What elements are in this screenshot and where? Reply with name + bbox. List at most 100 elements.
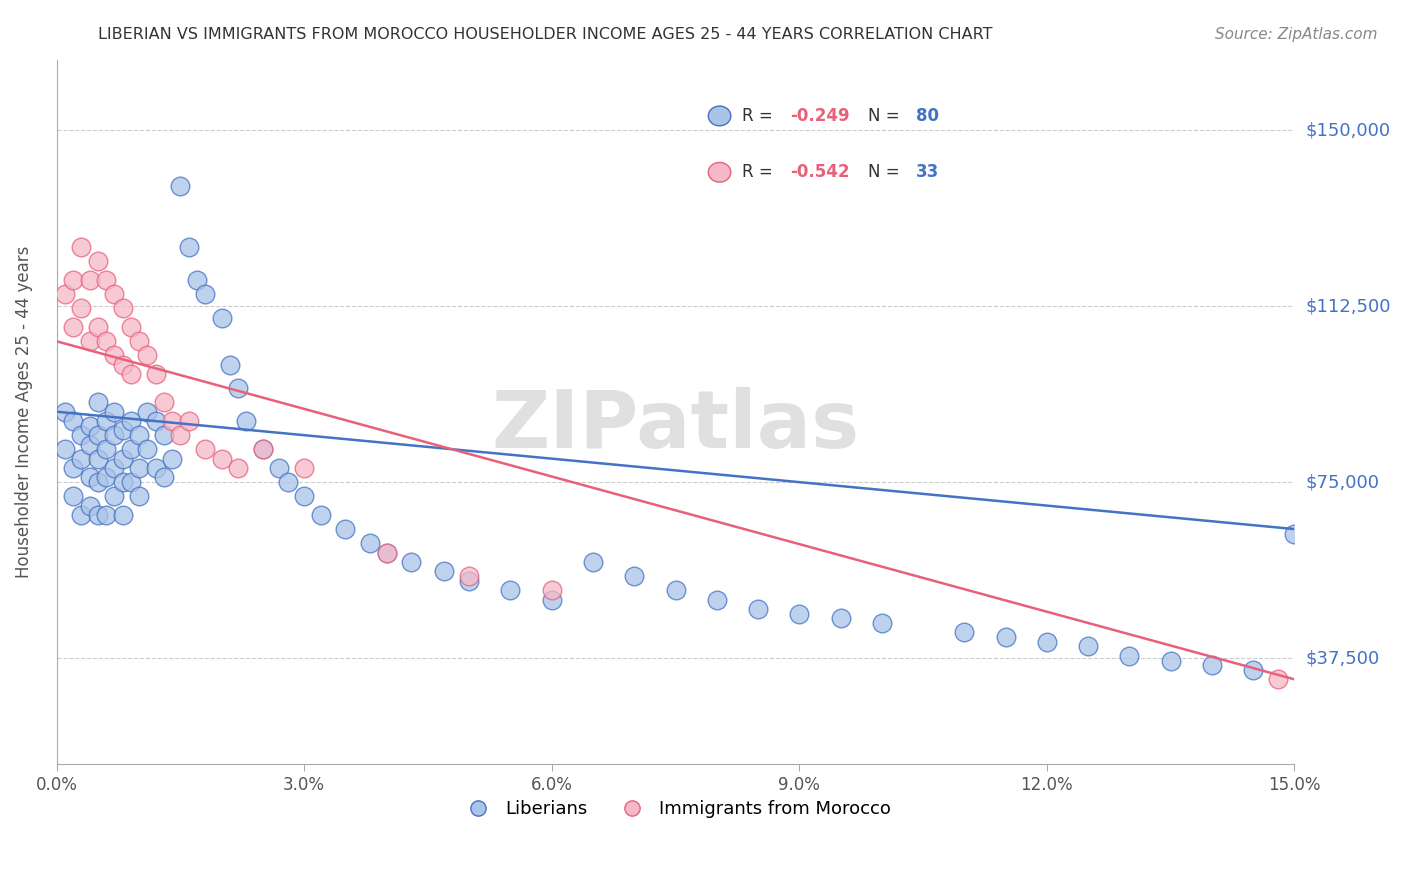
Point <box>87 451 110 466</box>
Point <box>747 602 769 616</box>
Point <box>128 489 150 503</box>
Point <box>103 348 125 362</box>
Point <box>79 470 101 484</box>
Point <box>62 489 84 503</box>
Text: ZIPatlas: ZIPatlas <box>491 387 859 465</box>
Point <box>145 414 167 428</box>
Point <box>111 475 134 490</box>
Point <box>111 301 134 316</box>
Point <box>211 310 233 325</box>
Point <box>128 461 150 475</box>
Point <box>111 508 134 522</box>
Point <box>401 555 423 569</box>
Point <box>70 451 93 466</box>
Text: $150,000: $150,000 <box>1306 121 1391 139</box>
Point <box>128 334 150 349</box>
Point <box>111 451 134 466</box>
Point <box>120 414 142 428</box>
Point <box>252 442 274 457</box>
Point <box>153 395 176 409</box>
Point <box>160 414 183 428</box>
Point <box>103 287 125 301</box>
Point <box>136 348 159 362</box>
Point <box>194 442 217 457</box>
Point <box>433 565 456 579</box>
Point <box>111 358 134 372</box>
Point <box>211 451 233 466</box>
Point <box>169 428 191 442</box>
Point <box>94 414 117 428</box>
Point <box>186 273 208 287</box>
Text: $112,500: $112,500 <box>1306 297 1391 315</box>
Point <box>62 461 84 475</box>
Point <box>87 254 110 268</box>
Point <box>292 461 315 475</box>
Point <box>375 545 398 559</box>
Point <box>1267 673 1289 687</box>
Point <box>292 489 315 503</box>
Point <box>62 273 84 287</box>
Point <box>540 583 562 598</box>
Point <box>499 583 522 598</box>
Point <box>79 273 101 287</box>
Point <box>1241 663 1264 677</box>
Point <box>1201 658 1223 673</box>
Point <box>153 470 176 484</box>
Point <box>62 320 84 334</box>
Point <box>269 461 291 475</box>
Point <box>120 367 142 381</box>
Point <box>94 470 117 484</box>
Point <box>62 414 84 428</box>
Point <box>458 574 481 588</box>
Point <box>136 405 159 419</box>
Point <box>153 428 176 442</box>
Point <box>994 630 1017 644</box>
Point <box>103 428 125 442</box>
Y-axis label: Householder Income Ages 25 - 44 years: Householder Income Ages 25 - 44 years <box>15 245 32 578</box>
Point <box>160 451 183 466</box>
Point <box>70 428 93 442</box>
Point <box>787 607 810 621</box>
Point <box>53 287 76 301</box>
Point <box>120 475 142 490</box>
Point <box>103 461 125 475</box>
Point <box>1036 634 1059 648</box>
Point <box>582 555 605 569</box>
Point <box>235 414 257 428</box>
Point <box>70 301 93 316</box>
Text: $75,000: $75,000 <box>1306 473 1379 491</box>
Point <box>226 381 249 395</box>
Point <box>103 405 125 419</box>
Point <box>145 461 167 475</box>
Point <box>1118 648 1140 663</box>
Point <box>120 442 142 457</box>
Point <box>87 475 110 490</box>
Point <box>540 592 562 607</box>
Point <box>111 424 134 438</box>
Point <box>70 508 93 522</box>
Point <box>145 367 167 381</box>
Point <box>335 522 357 536</box>
Point <box>79 418 101 433</box>
Text: LIBERIAN VS IMMIGRANTS FROM MOROCCO HOUSEHOLDER INCOME AGES 25 - 44 YEARS CORREL: LIBERIAN VS IMMIGRANTS FROM MOROCCO HOUS… <box>98 27 993 42</box>
Point <box>277 475 299 490</box>
Point <box>953 625 976 640</box>
Point <box>375 545 398 559</box>
Legend: Liberians, Immigrants from Morocco: Liberians, Immigrants from Morocco <box>453 793 898 825</box>
Point <box>87 428 110 442</box>
Point <box>870 615 893 630</box>
Point <box>226 461 249 475</box>
Point <box>623 569 645 583</box>
Point <box>177 414 200 428</box>
Point <box>309 508 332 522</box>
Point <box>87 395 110 409</box>
Point <box>79 499 101 513</box>
Point <box>359 536 381 550</box>
Text: Source: ZipAtlas.com: Source: ZipAtlas.com <box>1215 27 1378 42</box>
Point <box>252 442 274 457</box>
Point <box>1160 654 1182 668</box>
Point <box>53 405 76 419</box>
Point <box>53 442 76 457</box>
Point <box>194 287 217 301</box>
Point <box>79 437 101 451</box>
